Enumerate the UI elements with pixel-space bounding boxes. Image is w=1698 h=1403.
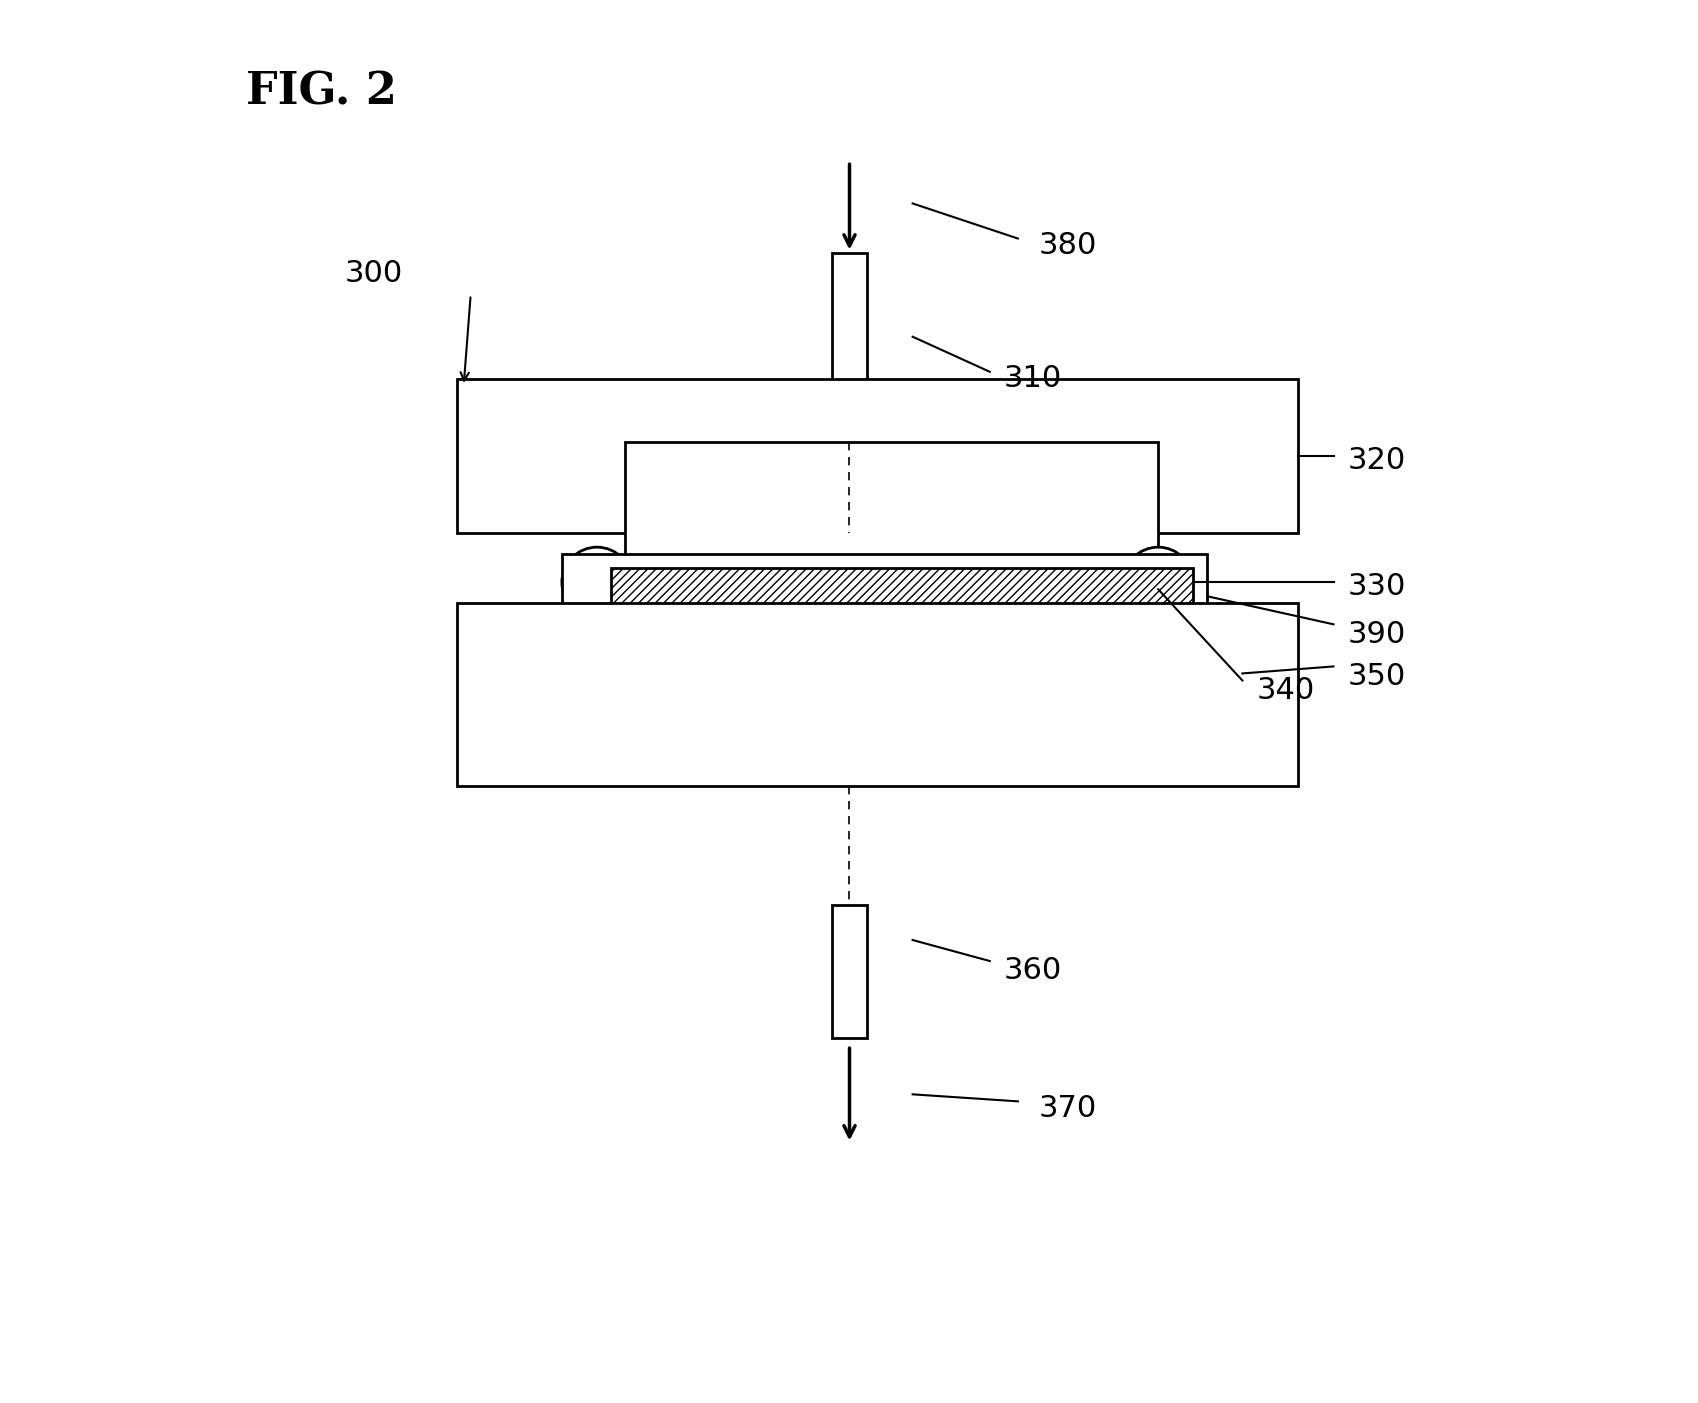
Bar <box>562 554 1207 617</box>
Text: 350: 350 <box>1347 662 1404 690</box>
Text: 330: 330 <box>1347 572 1406 600</box>
Text: 360: 360 <box>1004 957 1061 985</box>
Text: 310: 310 <box>1004 365 1061 393</box>
Text: 370: 370 <box>1037 1094 1097 1122</box>
Bar <box>457 379 1297 533</box>
Text: 390: 390 <box>1347 620 1404 648</box>
FancyBboxPatch shape <box>832 905 866 1038</box>
Text: 300: 300 <box>345 260 402 288</box>
Text: 340: 340 <box>1255 676 1314 704</box>
Circle shape <box>1122 547 1192 617</box>
Circle shape <box>562 547 632 617</box>
FancyBboxPatch shape <box>832 253 866 442</box>
Bar <box>625 442 1158 561</box>
Text: 320: 320 <box>1347 446 1404 474</box>
Bar <box>611 568 1192 610</box>
Text: FIG. 2: FIG. 2 <box>246 70 397 114</box>
Bar <box>457 603 1297 786</box>
Text: 380: 380 <box>1037 231 1097 260</box>
